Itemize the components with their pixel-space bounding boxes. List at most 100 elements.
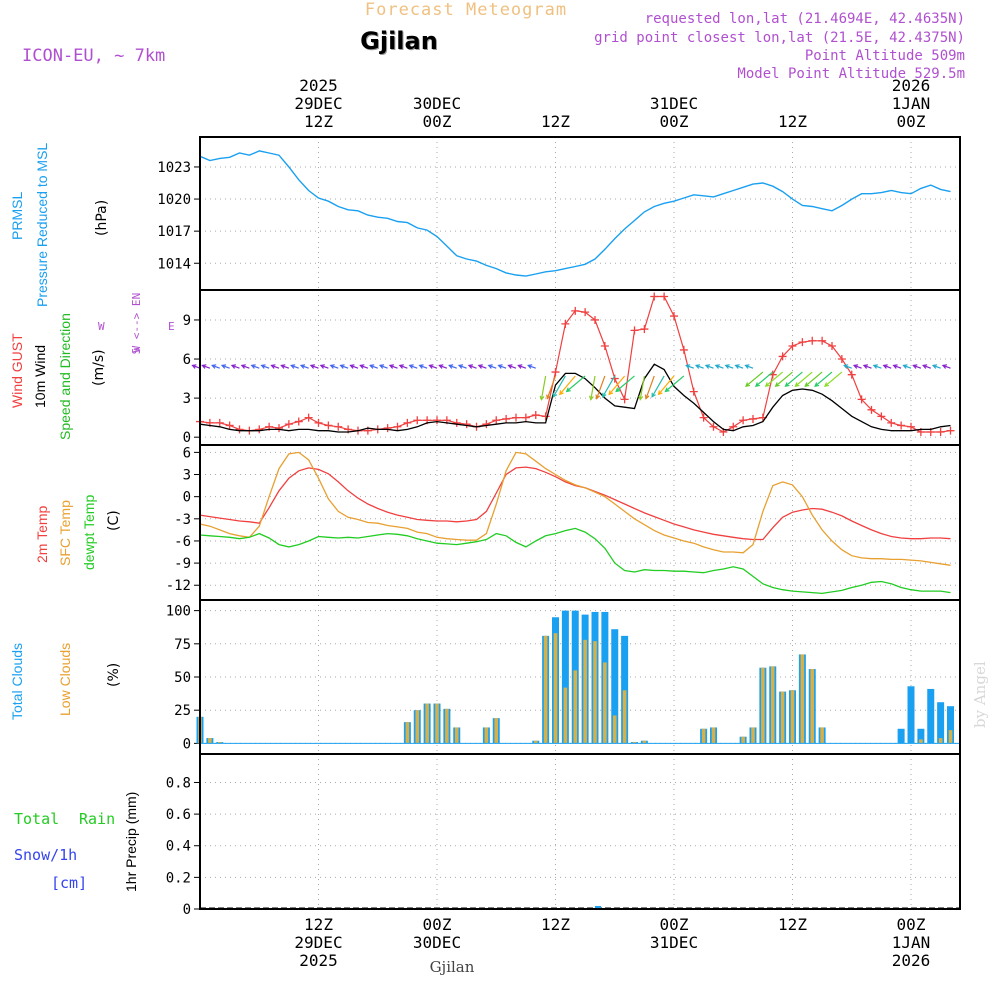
low-cloud-bar (790, 690, 795, 744)
gust-marker (324, 421, 333, 430)
wind-arrowhead (270, 364, 276, 369)
total-cloud-label: Total Clouds (9, 643, 25, 720)
wind-arrow (795, 371, 813, 387)
wind-arrow (508, 364, 517, 369)
low-cloud-bar (948, 730, 953, 744)
wind-arrowhead (309, 364, 316, 369)
low-cloud-bar (711, 727, 716, 744)
gust-marker (877, 412, 886, 421)
ytick-label: 25 (174, 703, 191, 719)
wind-arrow (824, 371, 843, 387)
wind-arrowhead (260, 364, 266, 369)
wind-arrow (913, 364, 922, 369)
bottom-time-label: 00Z (660, 915, 689, 934)
wind-arrow (281, 364, 290, 369)
wind-arrowhead (644, 394, 650, 400)
wind-arrow (528, 364, 536, 369)
low-cloud-bar (820, 727, 824, 744)
cloud-panel-labels: Total Clouds Low Clouds (%) (9, 643, 122, 720)
wind-arrowhead (201, 364, 207, 369)
bottom-time-label: 30DEC (413, 933, 461, 952)
svg-text:S: S (130, 348, 143, 355)
ytick-label: 6 (183, 445, 191, 461)
wind-arrowhead (349, 364, 355, 369)
ytick-label: 1023 (157, 160, 191, 176)
wind-arrowhead (843, 364, 849, 369)
wind-panel-labels: Wind GUST 10m Wind Speed and Direction (… (9, 293, 175, 440)
gust-marker (383, 424, 392, 433)
point-altitude: Point Altitude 509m (805, 48, 965, 64)
wind-arrow (310, 364, 319, 369)
top-time-label: 00Z (660, 112, 689, 131)
gust-marker (393, 422, 402, 431)
wind-arrowhead (369, 364, 375, 369)
wind-arrow (221, 364, 230, 369)
low-cloud-bar (919, 739, 923, 744)
pressure-line (199, 150, 951, 277)
low-cloud-bar (770, 666, 775, 744)
wind-arrow (488, 364, 497, 369)
ytick-label: 1017 (157, 224, 191, 240)
wind-arrow (320, 364, 329, 369)
wind-arrowhead (388, 364, 395, 369)
gust-marker (462, 420, 471, 429)
total-cloud-bar (897, 728, 905, 744)
ytick-label: -3 (174, 512, 191, 528)
sfc-temp-line (199, 451, 951, 566)
wind-arrowhead (704, 364, 711, 369)
svg-text:W: W (98, 320, 105, 333)
total-cloud-bar (927, 688, 935, 744)
wind-arrowhead (941, 364, 948, 369)
wind-arrowhead (912, 364, 918, 369)
wind-arrow (360, 364, 369, 369)
wind-arrowhead (507, 364, 513, 369)
wind-arrowhead (784, 382, 790, 388)
bottom-time-label: 12Z (778, 915, 807, 934)
wind-arrowhead (608, 390, 614, 396)
gust-marker (867, 405, 876, 414)
wind-arrowhead (714, 364, 720, 369)
top-time-label: 31DEC (650, 94, 698, 113)
wind-arrow (639, 375, 645, 400)
ytick-label: -12 (166, 578, 191, 594)
wind-arrow (686, 364, 694, 369)
wind-arrow (370, 364, 378, 369)
ytick-label: 0 (183, 490, 191, 506)
gust-marker (571, 306, 580, 315)
wind-arrow (300, 364, 309, 369)
wind-arrow (814, 371, 833, 387)
cloud-unit: (%) (106, 663, 122, 687)
wind-arrow (409, 364, 418, 369)
wind-arrowhead (794, 382, 800, 388)
gust-marker (828, 342, 836, 351)
svg-text:E: E (168, 320, 175, 333)
wind-arrow (340, 364, 349, 369)
gust-marker (679, 345, 688, 354)
wind-arrowhead (191, 364, 197, 369)
wind-arrow (379, 364, 388, 369)
bottom-time-label: 12Z (304, 915, 333, 934)
wind-arrow (389, 364, 398, 369)
wind-arrowhead (824, 382, 830, 388)
top-time-label: 12Z (304, 112, 333, 131)
wind-arrowhead (539, 395, 545, 401)
wind-arrowhead (517, 364, 523, 369)
gust-marker (936, 427, 945, 436)
low-cloud-bar (454, 727, 459, 744)
top-time-label: 30DEC (413, 94, 461, 113)
top-time-label: 12Z (778, 112, 807, 131)
low-cloud-bar (603, 662, 607, 744)
top-time-label: 00Z (897, 112, 926, 131)
wind-arrowhead (438, 364, 444, 369)
pressure-label-1: PRMSL (9, 192, 25, 240)
wind-arrow (715, 364, 724, 369)
total-cloud-bar (917, 728, 925, 744)
wind-arrow (261, 364, 270, 369)
wind-arrow (665, 375, 685, 392)
wind-arrowhead (457, 364, 464, 369)
bottom-time-label: 31DEC (650, 933, 698, 952)
dewpt-line (199, 527, 951, 595)
gust-marker (433, 416, 441, 425)
panel-frame (199, 136, 961, 291)
ytick-label: 0 (183, 430, 191, 446)
